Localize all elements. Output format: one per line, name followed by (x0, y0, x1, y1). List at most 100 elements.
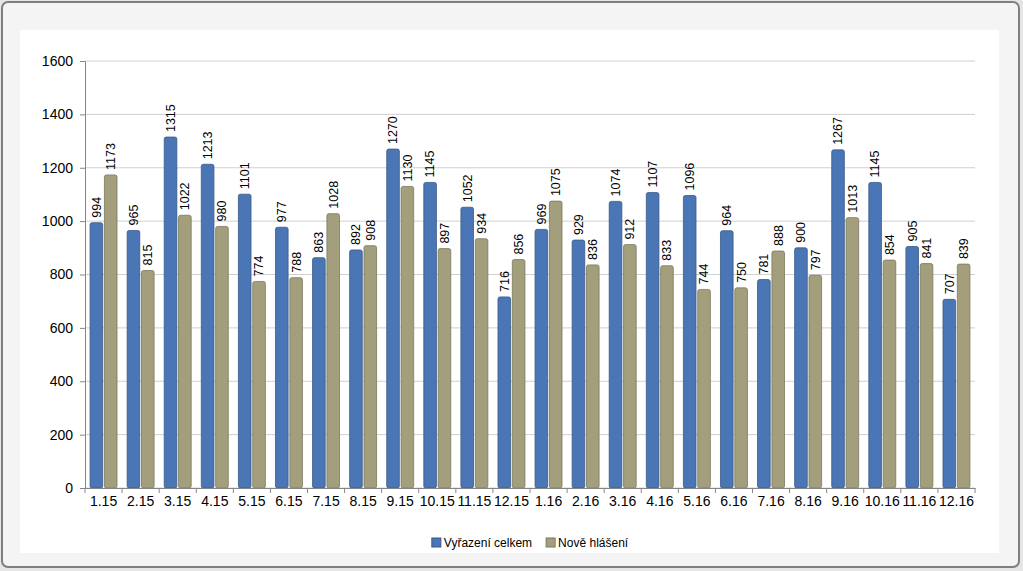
y-tick-label: 200 (50, 427, 74, 443)
chart-area (20, 30, 999, 553)
data-label: 836 (586, 239, 600, 260)
bar (179, 215, 192, 488)
x-tick: 2.15 (127, 488, 154, 509)
y-tick-mark (80, 61, 85, 62)
data-label: 1145 (868, 151, 882, 178)
y-tick-label: 600 (50, 320, 74, 336)
category-separator (900, 488, 901, 493)
category-separator (789, 488, 790, 493)
bar (461, 207, 474, 488)
x-tick-label: 1.16 (535, 493, 562, 509)
data-label: 815 (141, 245, 155, 266)
bar (327, 214, 340, 488)
bar (401, 186, 414, 488)
data-label: 1028 (327, 181, 341, 209)
data-label: 1107 (646, 161, 660, 188)
chart-frame (2, 2, 1019, 567)
bars (90, 137, 970, 488)
y-tick-label: 1200 (42, 160, 73, 176)
bar (253, 281, 266, 488)
data-label: 839 (957, 238, 971, 259)
x-tick: 11.15 (457, 488, 491, 509)
y-tick: 200 (50, 427, 85, 443)
x-tick-label: 6.16 (720, 493, 747, 509)
category-separator (826, 488, 827, 493)
bar (90, 223, 103, 488)
data-label: 833 (660, 240, 674, 261)
x-tick-label: 3.16 (609, 493, 636, 509)
x-tick: 6.16 (720, 488, 747, 509)
category-separator (233, 488, 234, 493)
bar (846, 218, 859, 488)
category-separator (863, 488, 864, 493)
bar (364, 246, 377, 488)
y-tick-label: 800 (50, 266, 74, 282)
x-tick-label: 2.15 (127, 493, 154, 509)
y-tick-mark (80, 221, 85, 222)
x-tick-label: 8.15 (350, 493, 377, 509)
data-label: 1130 (401, 155, 415, 182)
bar (698, 289, 711, 488)
x-tick: 5.15 (238, 488, 265, 509)
category-separator (344, 488, 345, 493)
x-tick: 12.16 (939, 488, 974, 509)
data-label: 897 (438, 223, 452, 244)
x-tick-label: 12.16 (939, 493, 974, 509)
legend-item: Nově hlášení (546, 536, 629, 550)
bar (387, 149, 400, 488)
plot: 0200400600800100012001400160099496513151… (42, 53, 976, 509)
bar (809, 275, 822, 488)
bar (869, 182, 882, 488)
data-label: 863 (312, 232, 326, 253)
y-tick-mark (80, 381, 85, 382)
x-tick: 6.15 (275, 488, 302, 509)
data-label: 1101 (238, 162, 252, 189)
y-axis-line (80, 62, 86, 489)
x-tick: 10.15 (420, 488, 455, 509)
category-separator (418, 488, 419, 493)
bar (883, 260, 896, 488)
bar (920, 264, 933, 488)
bar (646, 193, 659, 488)
bar (290, 278, 303, 488)
x-tick-label: 2.16 (572, 493, 599, 509)
bar (164, 137, 177, 488)
legend: Vyřazení celkemNově hlášení (432, 536, 629, 550)
y-tick: 1600 (42, 53, 85, 69)
bar (512, 260, 525, 488)
x-tick: 1.15 (90, 488, 117, 509)
x-tick-label: 11.16 (902, 493, 936, 509)
x-tick-label: 5.16 (683, 493, 710, 509)
y-tick-mark (80, 435, 85, 436)
x-tick: 1.16 (535, 488, 562, 509)
category-separator (455, 488, 456, 493)
x-tick-label: 11.15 (457, 493, 491, 509)
legend-swatch (432, 538, 441, 547)
bar (475, 239, 488, 488)
bar (438, 249, 451, 488)
chart: 0200400600800100012001400160099496513151… (0, 0, 1023, 571)
x-tick: 7.16 (757, 488, 784, 509)
bar (906, 246, 919, 488)
bar (498, 297, 511, 488)
bar (313, 258, 326, 488)
x-tick-label: 10.16 (865, 493, 900, 509)
x-tick: 3.15 (164, 488, 191, 509)
category-separator (85, 488, 86, 493)
y-tick-label: 0 (65, 480, 73, 496)
x-tick: 8.16 (795, 488, 822, 509)
x-tick-label: 4.16 (646, 493, 673, 509)
category-separator (492, 488, 493, 493)
bar (104, 175, 117, 488)
data-labels: 9949651315121311019778638921270114510527… (90, 104, 971, 294)
x-tick: 10.16 (865, 488, 900, 509)
data-label: 892 (349, 224, 363, 245)
y-tick-label: 400 (50, 373, 74, 389)
data-label: 1213 (201, 131, 215, 159)
x-tick: 3.16 (609, 488, 636, 509)
y-tick-label: 1000 (42, 213, 73, 229)
x-tick: 9.16 (832, 488, 859, 509)
bar (795, 248, 808, 488)
grid-line (85, 61, 975, 62)
x-tick: 8.15 (350, 488, 377, 509)
